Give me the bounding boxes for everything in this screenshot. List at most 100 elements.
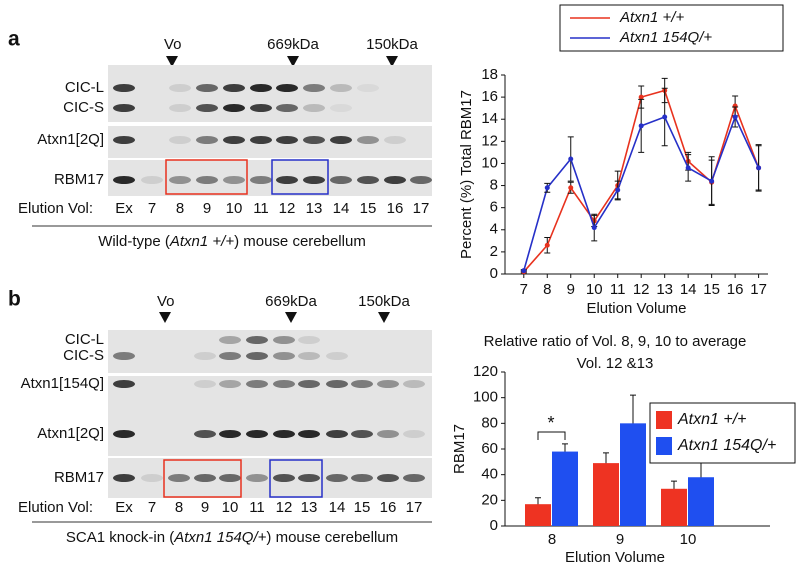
- blot-band: [298, 352, 320, 360]
- blot-band: [410, 176, 432, 184]
- blot-strip: [108, 376, 432, 456]
- blot-band: [113, 474, 135, 482]
- blot-band: [377, 430, 399, 438]
- blot-band: [141, 176, 163, 184]
- legend-label: Atxn1 +/+: [619, 9, 684, 26]
- lane-label: Ex: [115, 200, 133, 217]
- highlight-box: [269, 459, 323, 498]
- caption: SCA1 knock-in (Atxn1 154Q/+) mouse cereb…: [66, 529, 398, 546]
- legend-label: Atxn1 +/+: [677, 411, 747, 428]
- blot-band: [298, 430, 320, 438]
- blot-band: [219, 430, 241, 438]
- lane-label: 16: [380, 499, 397, 516]
- blot-band: [298, 474, 320, 482]
- x-tick-label: 9: [567, 281, 575, 298]
- point: [544, 242, 550, 248]
- point: [662, 114, 668, 120]
- lane-label: 12: [279, 200, 296, 217]
- x-tick-label: 16: [727, 281, 744, 298]
- blot-band: [298, 380, 320, 388]
- marker-arrow: [287, 56, 299, 67]
- blot-band: [377, 380, 399, 388]
- x-axis-label: Elution Volume: [565, 549, 665, 566]
- blot-band: [298, 336, 320, 344]
- blot-band: [403, 474, 425, 482]
- blot-band: [357, 84, 379, 92]
- caption-part: ) mouse cerebellum: [266, 529, 398, 546]
- y-tick-label: 2: [490, 243, 498, 260]
- point: [732, 114, 738, 120]
- blot-band: [276, 136, 298, 144]
- row-label: RBM17: [54, 171, 104, 188]
- y-tick-label: 60: [481, 440, 498, 457]
- lane-label: 15: [354, 499, 371, 516]
- blot-band: [219, 336, 241, 344]
- blot-band: [194, 474, 216, 482]
- row-label: Atxn1[154Q]: [21, 375, 104, 392]
- y-tick-label: 10: [481, 154, 498, 171]
- x-tick-label: 7: [520, 281, 528, 298]
- legend-swatch: [656, 411, 672, 429]
- marker-arrow: [285, 312, 297, 323]
- blot-band: [273, 380, 295, 388]
- blot-band: [223, 104, 245, 112]
- blot-band: [377, 474, 399, 482]
- row-label: CIC-S: [63, 347, 104, 364]
- y-tick-label: 80: [481, 414, 498, 431]
- lane-label: 11: [253, 200, 269, 217]
- blot-band: [276, 176, 298, 184]
- highlight-box: [163, 459, 242, 498]
- blot-band: [326, 380, 348, 388]
- blot-band: [246, 474, 268, 482]
- blot-band: [196, 136, 218, 144]
- marker-arrow: [378, 312, 390, 323]
- blot-band: [196, 176, 218, 184]
- blot-band: [113, 380, 135, 388]
- bar: [525, 504, 551, 526]
- blot-band: [357, 176, 379, 184]
- blot-strip: [108, 65, 432, 122]
- blot-band: [351, 430, 373, 438]
- blot-band: [113, 430, 135, 438]
- marker-arrow: [166, 56, 178, 67]
- marker-label: Vo: [157, 293, 175, 310]
- x-tick-label: 8: [543, 281, 551, 298]
- blot-band: [326, 352, 348, 360]
- blot-band: [330, 136, 352, 144]
- y-tick-label: 0: [490, 517, 498, 534]
- blot-band: [303, 84, 325, 92]
- blot-band: [219, 380, 241, 388]
- blot-band: [250, 136, 272, 144]
- blot-band: [303, 104, 325, 112]
- lane-label: 10: [222, 499, 239, 516]
- bar: [593, 463, 619, 526]
- blot-band: [169, 104, 191, 112]
- legend-swatch: [656, 437, 672, 455]
- lane-label: 17: [406, 499, 423, 516]
- y-tick-label: 12: [481, 132, 498, 149]
- lane-label: 8: [175, 499, 183, 516]
- marker-label: Vo: [164, 36, 182, 53]
- y-tick-label: 120: [473, 363, 498, 380]
- x-tick-label: 8: [548, 531, 556, 548]
- x-tick-label: 15: [703, 281, 720, 298]
- caption-part: Wild-type (: [98, 233, 170, 250]
- y-tick-label: 20: [481, 491, 498, 508]
- lane-label: 13: [301, 499, 318, 516]
- lane-label: 7: [148, 200, 156, 217]
- point: [568, 156, 574, 162]
- blot-band: [194, 380, 216, 388]
- x-tick-label: 12: [633, 281, 650, 298]
- marker-arrow: [159, 312, 171, 323]
- blot-band: [330, 104, 352, 112]
- caption-part: ) mouse cerebellum: [234, 233, 366, 250]
- blot-band: [403, 430, 425, 438]
- bar: [552, 451, 578, 526]
- panel-label: b: [8, 288, 21, 311]
- blot-band: [357, 136, 379, 144]
- blot-band: [330, 176, 352, 184]
- lane-label: 15: [360, 200, 377, 217]
- x-tick-label: 13: [656, 281, 673, 298]
- lane-label: 7: [148, 499, 156, 516]
- point: [591, 225, 597, 231]
